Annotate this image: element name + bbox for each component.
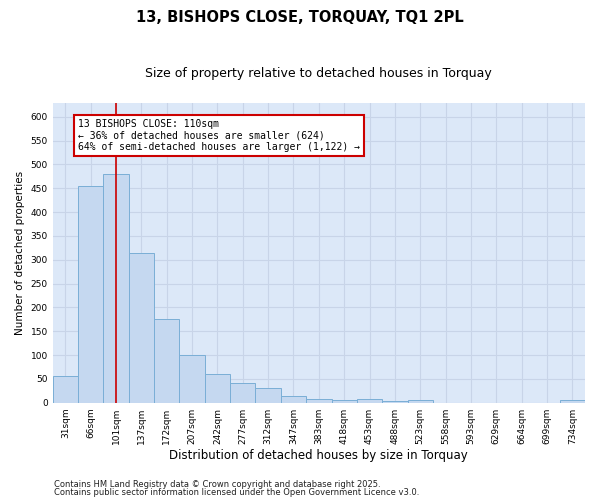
Bar (407, 400, 433, 402)
Bar (78, 186, 103, 402)
X-axis label: Distribution of detached houses by size in Torquay: Distribution of detached houses by size … (169, 450, 468, 462)
Bar (154, 320, 179, 402)
Bar (129, 252, 154, 402)
Bar (281, 396, 306, 402)
Bar (179, 355, 205, 403)
Title: Size of property relative to detached houses in Torquay: Size of property relative to detached ho… (145, 68, 492, 80)
Bar (53, 376, 78, 402)
Bar (332, 400, 357, 402)
Bar (103, 174, 129, 402)
Bar (306, 399, 332, 402)
Bar (205, 374, 230, 402)
Bar (357, 399, 382, 402)
Bar (560, 400, 585, 402)
Text: 13, BISHOPS CLOSE, TORQUAY, TQ1 2PL: 13, BISHOPS CLOSE, TORQUAY, TQ1 2PL (136, 10, 464, 25)
Text: 13 BISHOPS CLOSE: 110sqm
← 36% of detached houses are smaller (624)
64% of semi-: 13 BISHOPS CLOSE: 110sqm ← 36% of detach… (78, 119, 360, 152)
Y-axis label: Number of detached properties: Number of detached properties (15, 170, 25, 334)
Text: Contains public sector information licensed under the Open Government Licence v3: Contains public sector information licen… (54, 488, 419, 497)
Bar (230, 382, 256, 402)
Text: Contains HM Land Registry data © Crown copyright and database right 2025.: Contains HM Land Registry data © Crown c… (54, 480, 380, 489)
Bar (256, 388, 281, 402)
